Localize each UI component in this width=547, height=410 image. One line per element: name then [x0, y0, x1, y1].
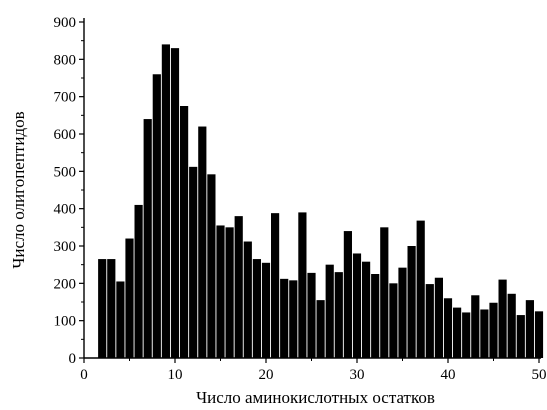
axes-group [83, 18, 541, 359]
bar-40 [443, 298, 453, 358]
bar-48 [516, 315, 525, 358]
y-tick-label: 900 [54, 15, 77, 31]
bar-17 [234, 216, 243, 358]
x-tick-label: 20 [259, 367, 274, 383]
y-tick-label: 500 [54, 164, 77, 180]
bar-9 [161, 44, 170, 359]
bar-2 [98, 259, 107, 358]
bar-13 [198, 126, 207, 358]
bar-31 [362, 261, 371, 358]
x-tick-label: 30 [350, 367, 365, 383]
bar-34 [389, 283, 398, 358]
bars-group [98, 44, 544, 359]
x-axis-label: Число аминокислотных остатков [196, 388, 435, 407]
y-tick-label: 300 [54, 239, 77, 255]
bar-22 [280, 278, 289, 358]
bar-27 [325, 264, 334, 358]
bar-10 [170, 48, 180, 358]
y-tick-label: 0 [69, 351, 77, 367]
bar-12 [189, 166, 198, 358]
bar-41 [453, 307, 462, 358]
y-tick-label: 800 [54, 52, 77, 68]
bar-21 [271, 213, 280, 358]
bar-28 [334, 272, 343, 358]
bar-35 [398, 267, 407, 358]
bar-32 [371, 274, 380, 358]
bar-49 [525, 300, 534, 358]
bar-42 [462, 312, 471, 358]
bar-44 [480, 309, 489, 358]
bar-18 [243, 241, 252, 358]
bar-25 [307, 272, 316, 358]
bar-23 [289, 280, 298, 358]
bar-39 [434, 277, 443, 358]
bar-7 [143, 119, 152, 358]
bar-24 [298, 212, 307, 358]
bar-29 [343, 231, 352, 358]
bar-11 [180, 106, 189, 358]
bar-36 [407, 246, 416, 358]
bar-16 [225, 227, 234, 358]
x-tick-label: 40 [441, 367, 456, 383]
bar-20 [261, 262, 271, 358]
bar-43 [471, 295, 480, 358]
bar-3 [107, 259, 116, 358]
bar-19 [252, 259, 261, 358]
bar-30 [352, 253, 362, 358]
bar-4 [116, 281, 125, 358]
bar-37 [416, 220, 425, 358]
y-tick-label: 600 [54, 127, 77, 143]
ticks-group: 0 100 200 300 400 500 600 700 800 900 0 10 20 30 40 50 [54, 15, 547, 383]
x-tick-label: 0 [80, 367, 88, 383]
y-tick-label: 100 [54, 314, 77, 330]
bar-45 [489, 302, 498, 358]
y-tick-label: 700 [54, 90, 77, 106]
x-tick-label: 50 [532, 367, 547, 383]
bar-8 [152, 74, 161, 359]
bar-47 [507, 293, 516, 358]
bar-6 [134, 204, 143, 358]
bar-14 [207, 174, 216, 358]
bar-38 [425, 284, 434, 358]
bar-46 [498, 279, 507, 358]
bar-26 [316, 300, 325, 358]
bar-50 [534, 311, 544, 358]
bar-15 [216, 225, 225, 358]
y-tick-label: 200 [54, 276, 77, 292]
y-tick-label: 400 [54, 202, 77, 218]
bar-33 [380, 227, 389, 358]
y-axis-label: Число олигопептидов [9, 111, 28, 268]
bar-5 [125, 238, 134, 358]
x-tick-label: 10 [168, 367, 183, 383]
